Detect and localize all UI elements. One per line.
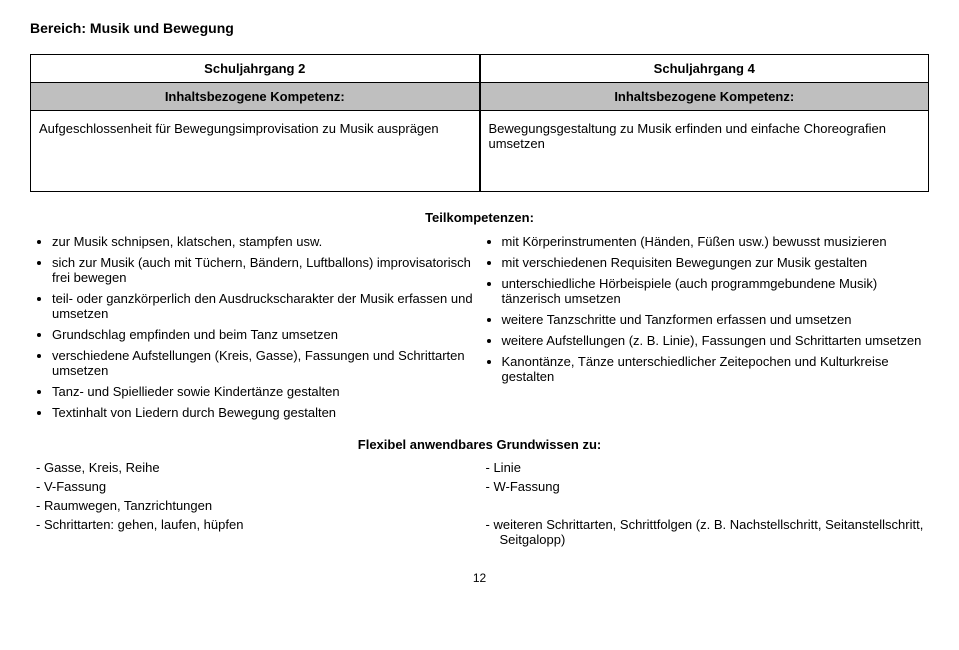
grade-right: Schuljahrgang 4	[480, 55, 929, 83]
list-item: weiteren Schrittarten, Schrittfolgen (z.…	[500, 515, 930, 549]
competence-table: Schuljahrgang 2 Inhaltsbezogene Kompeten…	[30, 54, 929, 192]
grundwissen-header: Flexibel anwendbares Grundwissen zu:	[30, 437, 929, 452]
list-item: Textinhalt von Liedern durch Bewegung ge…	[52, 402, 480, 423]
list-item: Grundschlag empfinden und beim Tanz umse…	[52, 324, 480, 345]
teilkompetenzen-columns: zur Musik schnipsen, klatschen, stampfen…	[30, 231, 929, 423]
list-item: zur Musik schnipsen, klatschen, stampfen…	[52, 231, 480, 252]
list-item: unterschiedliche Hörbeispiele (auch prog…	[502, 273, 930, 309]
competence-left: Schuljahrgang 2 Inhaltsbezogene Kompeten…	[30, 54, 480, 192]
list-item: verschiedene Aufstellungen (Kreis, Gasse…	[52, 345, 480, 381]
list-item: sich zur Musik (auch mit Tüchern, Bänder…	[52, 252, 480, 288]
list-item: Raumwegen, Tanzrichtungen	[50, 496, 480, 515]
grade-left: Schuljahrgang 2	[31, 55, 480, 83]
list-item: Linie	[500, 458, 930, 477]
list-item: V-Fassung	[50, 477, 480, 496]
list-item: Gasse, Kreis, Reihe	[50, 458, 480, 477]
list-item: Tanz- und Spiellieder sowie Kindertänze …	[52, 381, 480, 402]
teilkompetenzen-header: Teilkompetenzen:	[30, 210, 929, 225]
list-item: teil- oder ganzkörperlich den Ausdrucksc…	[52, 288, 480, 324]
teil-left: zur Musik schnipsen, klatschen, stampfen…	[30, 231, 480, 423]
grund-right-list: Linie W-Fassung weiteren Schrittarten, S…	[480, 458, 930, 549]
teil-right: mit Körperinstrumenten (Händen, Füßen us…	[480, 231, 930, 423]
competence-right: Schuljahrgang 4 Inhaltsbezogene Kompeten…	[480, 54, 930, 192]
grund-left-list: Gasse, Kreis, Reihe V-Fassung Raumwegen,…	[30, 458, 480, 534]
list-item: Kanontänze, Tänze unterschiedlicher Zeit…	[502, 351, 930, 387]
teil-right-list: mit Körperinstrumenten (Händen, Füßen us…	[480, 231, 930, 387]
competence-label-right: Inhaltsbezogene Kompetenz:	[480, 83, 929, 111]
list-item: W-Fassung	[500, 477, 930, 496]
list-item: weitere Aufstellungen (z. B. Linie), Fas…	[502, 330, 930, 351]
list-item: weitere Tanzschritte und Tanzformen erfa…	[502, 309, 930, 330]
competence-body-right: Bewegungsgestaltung zu Musik erfinden un…	[480, 111, 929, 192]
list-item: mit verschiedenen Requisiten Bewegungen …	[502, 252, 930, 273]
list-item: mit Körperinstrumenten (Händen, Füßen us…	[502, 231, 930, 252]
list-item: Schrittarten: gehen, laufen, hüpfen	[50, 515, 480, 534]
teil-left-list: zur Musik schnipsen, klatschen, stampfen…	[30, 231, 480, 423]
page-number: 12	[30, 571, 929, 585]
competence-label-left: Inhaltsbezogene Kompetenz:	[31, 83, 480, 111]
grund-right: Linie W-Fassung weiteren Schrittarten, S…	[480, 458, 930, 549]
grund-left: Gasse, Kreis, Reihe V-Fassung Raumwegen,…	[30, 458, 480, 549]
page-title: Bereich: Musik und Bewegung	[30, 20, 929, 36]
competence-body-left: Aufgeschlossenheit für Bewegungsimprovis…	[31, 111, 480, 192]
grundwissen-columns: Gasse, Kreis, Reihe V-Fassung Raumwegen,…	[30, 458, 929, 549]
